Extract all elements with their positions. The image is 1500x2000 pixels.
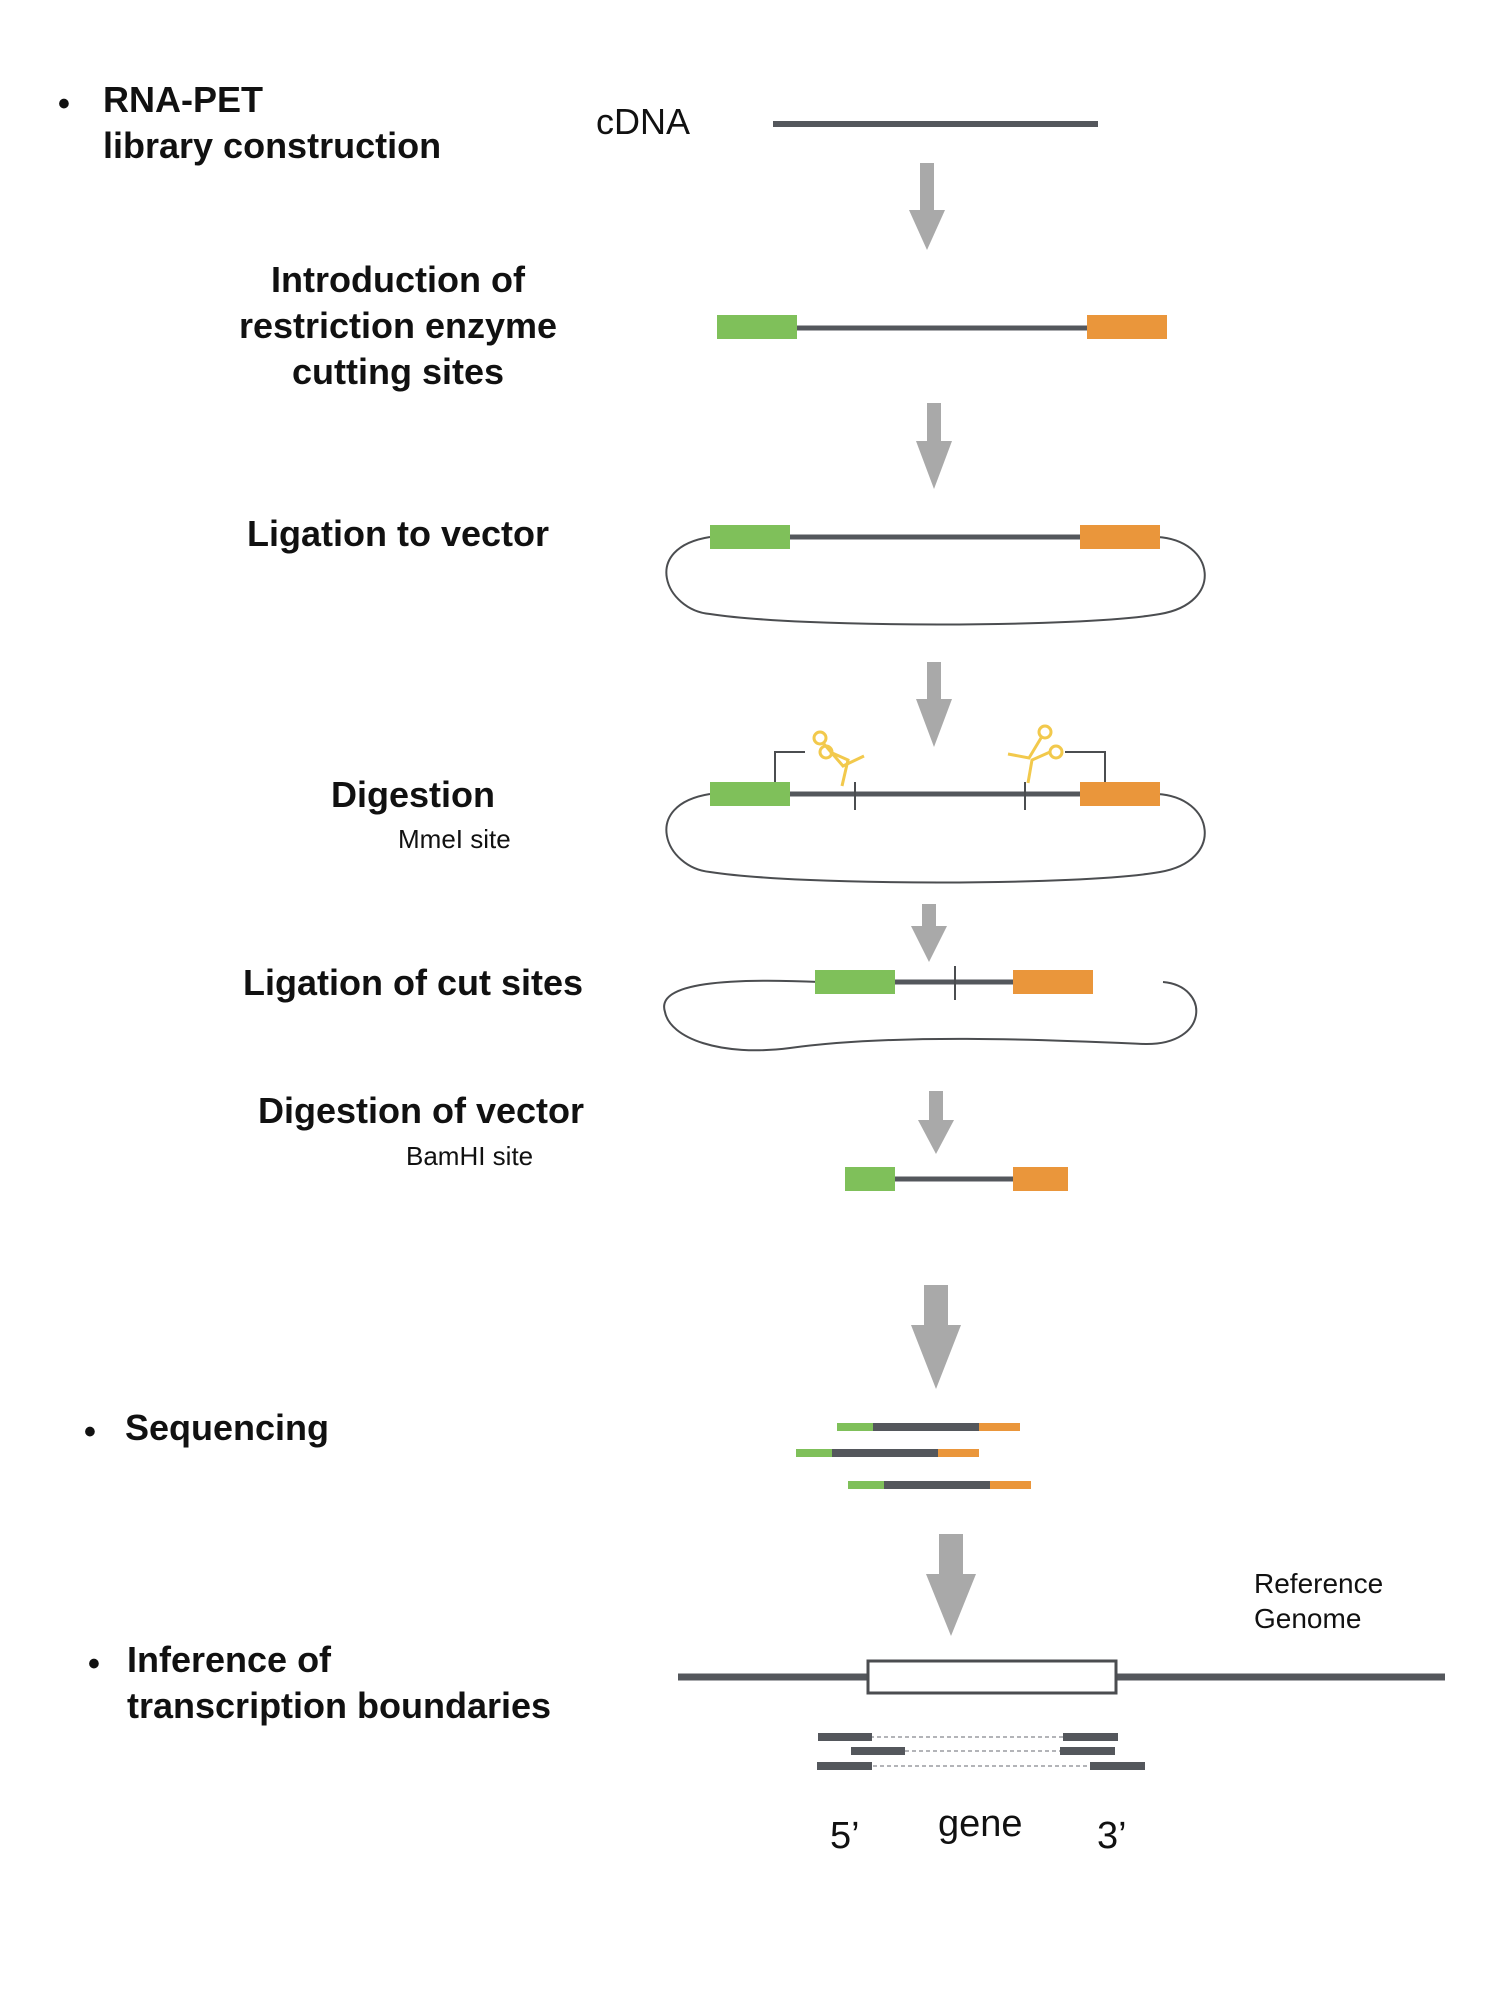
step-digestion-vector-title: Digestion of vector <box>258 1090 584 1131</box>
step-intro-line2: restriction enzyme <box>239 305 557 346</box>
bullet-library: • <box>58 85 70 123</box>
scissors-icon <box>1007 724 1064 784</box>
reference-genome <box>678 1659 1445 1695</box>
green-adapter <box>710 525 790 549</box>
arrow-down-icon <box>916 662 952 747</box>
orange-adapter <box>1013 1167 1068 1191</box>
read <box>837 1423 1020 1431</box>
green-adapter <box>710 782 790 806</box>
step-ligation-vector: Ligation to vector <box>247 513 549 554</box>
label-reference: Reference <box>1254 1568 1383 1599</box>
step-digestion-sub: MmeI site <box>398 824 511 854</box>
section-title-inference: Inference of <box>127 1639 332 1680</box>
read <box>796 1449 979 1457</box>
section-title-sequencing: Sequencing <box>125 1407 329 1448</box>
section-title-transcription-boundaries: transcription boundaries <box>127 1685 551 1726</box>
sequencing-reads <box>796 1423 1031 1489</box>
bullet-sequencing: • <box>84 1413 96 1451</box>
orange-adapter <box>1080 525 1160 549</box>
vector-plasmid-digestion <box>665 751 1206 884</box>
green-adapter <box>815 970 895 994</box>
section-title-library-construction: library construction <box>103 125 441 166</box>
green-adapter <box>845 1167 895 1191</box>
orange-adapter <box>1013 970 1093 994</box>
arrow-down-icon <box>911 904 947 962</box>
green-adapter <box>717 315 797 339</box>
label-genome: Genome <box>1254 1603 1361 1634</box>
step-intro-line1: Introduction of <box>271 259 526 300</box>
label-cdna: cDNA <box>596 101 690 142</box>
adapter-strand <box>717 315 1167 339</box>
label-five-prime: 5’ <box>830 1815 860 1857</box>
pet-fragment <box>845 1167 1068 1191</box>
arrow-down-icon <box>918 1091 954 1154</box>
orange-adapter <box>1087 315 1167 339</box>
mapped-pet-reads <box>817 1733 1145 1770</box>
bullet-inference: • <box>88 1645 100 1683</box>
section-title-rna-pet: RNA-PET <box>103 79 263 120</box>
step-digestion-vector-sub: BamHI site <box>406 1141 533 1171</box>
arrow-down-icon <box>926 1534 976 1636</box>
arrow-down-icon <box>916 403 952 489</box>
step-intro-line3: cutting sites <box>292 351 504 392</box>
step-digestion-title: Digestion <box>331 774 495 815</box>
label-three-prime: 3’ <box>1097 1815 1127 1857</box>
arrow-down-icon <box>909 163 945 250</box>
step-ligation-cut: Ligation of cut sites <box>243 962 583 1003</box>
arrow-down-icon <box>911 1285 961 1389</box>
scissors-icon <box>812 730 865 787</box>
vector-plasmid-religated <box>663 966 1198 1052</box>
vector-plasmid-ligated <box>665 525 1206 626</box>
label-gene: gene <box>938 1803 1023 1845</box>
read <box>848 1481 1031 1489</box>
gene-box <box>866 1659 1118 1695</box>
orange-adapter <box>1080 782 1160 806</box>
